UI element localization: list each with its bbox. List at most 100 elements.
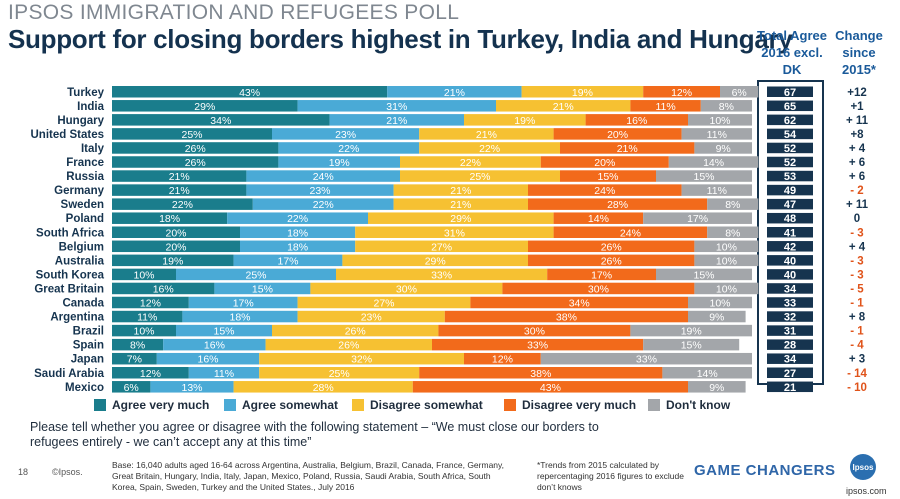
bar-label-argentina-4: 9% xyxy=(709,312,724,324)
bar-segment-poland-3 xyxy=(553,212,644,224)
country-label-great-britain: Great Britain xyxy=(34,283,104,295)
bar-segment-great-britain-2 xyxy=(310,282,503,295)
bar-segment-india-1 xyxy=(297,100,496,112)
bar-label-australia-4: 10% xyxy=(716,255,737,267)
bar-label-spain-2: 26% xyxy=(338,340,359,352)
change-value-belgium: + 4 xyxy=(849,241,866,253)
bar-label-sweden-1: 22% xyxy=(313,199,334,211)
bar-segment-canada-0 xyxy=(112,296,189,309)
bar-label-sweden-4: 8% xyxy=(725,199,740,211)
bar-segment-brazil-2 xyxy=(272,324,439,337)
total-agree-bg-russia xyxy=(767,170,813,182)
bar-label-great-britain-3: 30% xyxy=(588,283,609,295)
bar-label-south-africa-4: 8% xyxy=(725,227,740,239)
bar-label-great-britain-1: 15% xyxy=(252,283,273,295)
bar-label-saudi-arabia-3: 38% xyxy=(530,368,551,380)
bar-label-france-1: 19% xyxy=(329,157,350,169)
total-agree-value-saudi-arabia: 27 xyxy=(784,368,796,380)
bar-label-hungary-2: 19% xyxy=(514,115,535,127)
bar-segment-mexico-2 xyxy=(233,381,413,393)
bar-label-poland-2: 29% xyxy=(450,213,471,225)
total-agree-value-poland: 48 xyxy=(784,213,796,225)
bar-label-mexico-2: 28% xyxy=(313,382,334,394)
bar-segment-great-britain-0 xyxy=(112,282,215,295)
total-agree-value-argentina: 32 xyxy=(784,312,796,324)
bar-label-hungary-1: 21% xyxy=(386,115,407,127)
bar-segment-japan-3 xyxy=(464,352,541,365)
bar-label-argentina-0: 11% xyxy=(137,312,157,324)
bar-label-great-britain-0: 16% xyxy=(153,283,174,295)
bar-segment-france-1 xyxy=(278,156,400,168)
country-label-brazil: Brazil xyxy=(73,326,104,338)
bar-segment-spain-3 xyxy=(432,338,644,351)
total-agree-value-brazil: 31 xyxy=(784,326,796,338)
bar-segment-india-3 xyxy=(630,100,701,112)
bar-label-spain-3: 33% xyxy=(527,340,548,352)
bar-segment-mexico-0 xyxy=(112,381,151,393)
bar-segment-canada-1 xyxy=(188,296,298,309)
bar-label-germany-1: 23% xyxy=(309,185,330,197)
change-value-turkey: +12 xyxy=(847,87,867,99)
total-agree-bg-sweden xyxy=(767,198,813,210)
bar-segment-belgium-2 xyxy=(355,240,528,253)
bar-label-mexico-4: 9% xyxy=(709,382,724,394)
bar-segment-india-4 xyxy=(700,100,752,112)
country-label-belgium: Belgium xyxy=(59,241,104,253)
legend-label-4: Don't know xyxy=(666,398,731,412)
bar-label-united-states-3: 20% xyxy=(607,129,628,141)
change-value-great-britain: - 5 xyxy=(850,283,864,295)
bar-label-italy-4: 9% xyxy=(716,143,731,155)
total-agree-bg-italy xyxy=(767,142,813,154)
bar-label-germany-2: 21% xyxy=(450,185,471,197)
bar-label-argentina-3: 38% xyxy=(556,312,577,324)
bar-label-hungary-0: 34% xyxy=(210,115,231,127)
country-label-argentina: Argentina xyxy=(50,312,104,324)
bar-segment-saudi-arabia-4 xyxy=(662,367,752,379)
bar-label-sweden-3: 28% xyxy=(607,199,628,211)
chart-title: Support for closing borders highest in T… xyxy=(8,24,793,54)
bar-segment-japan-1 xyxy=(156,352,260,365)
change-header-line1: Change xyxy=(835,28,883,43)
bar-segment-italy-0 xyxy=(112,142,279,154)
bar-segment-spain-0 xyxy=(112,338,164,351)
bar-segment-great-britain-4 xyxy=(694,282,759,295)
bar-segment-saudi-arabia-3 xyxy=(419,367,663,379)
bar-label-great-britain-2: 30% xyxy=(396,283,417,295)
bar-label-germany-0: 21% xyxy=(169,185,190,197)
bar-segment-sweden-4 xyxy=(707,198,759,210)
bar-label-argentina-2: 23% xyxy=(361,312,382,324)
change-value-south-africa: - 3 xyxy=(850,227,863,239)
bar-label-turkey-0: 43% xyxy=(239,87,260,99)
legend-item-3: Disagree very much xyxy=(504,398,636,412)
bar-segment-great-britain-1 xyxy=(214,282,311,295)
bar-label-canada-0: 12% xyxy=(140,298,161,310)
bar-label-saudi-arabia-0: 12% xyxy=(140,368,161,380)
bar-label-turkey-2: 19% xyxy=(572,87,593,99)
country-label-hungary: Hungary xyxy=(57,115,104,127)
bar-label-brazil-0: 10% xyxy=(133,326,154,338)
bar-label-south-korea-3: 17% xyxy=(591,269,612,281)
legend-swatch-4 xyxy=(648,399,660,411)
change-value-sweden: + 11 xyxy=(846,199,869,211)
bar-segment-south-africa-1 xyxy=(240,226,356,238)
change-value-italy: + 4 xyxy=(849,143,866,155)
bar-segment-hungary-0 xyxy=(112,114,330,126)
bar-segment-germany-3 xyxy=(528,184,682,196)
bar-segment-canada-3 xyxy=(470,296,688,309)
bar-segment-mexico-3 xyxy=(412,381,688,393)
bar-segment-japan-2 xyxy=(259,352,464,365)
bar-segment-belgium-4 xyxy=(694,240,759,253)
bar-segment-sweden-0 xyxy=(112,198,253,210)
legend-label-1: Agree somewhat xyxy=(242,398,339,412)
total-agree-value-south-korea: 40 xyxy=(784,269,796,281)
bar-label-france-3: 20% xyxy=(594,157,615,169)
survey-statement: Please tell whether you agree or disagre… xyxy=(30,420,599,449)
bar-label-russia-2: 25% xyxy=(469,171,490,183)
bar-segment-mexico-1 xyxy=(150,381,234,393)
bar-segment-canada-4 xyxy=(688,296,752,309)
country-label-italy: Italy xyxy=(81,143,105,155)
bar-segment-mexico-4 xyxy=(688,381,746,393)
legend-swatch-1 xyxy=(224,399,236,411)
bar-segment-india-2 xyxy=(496,100,631,112)
change-header: Change since 2015* xyxy=(828,27,890,78)
